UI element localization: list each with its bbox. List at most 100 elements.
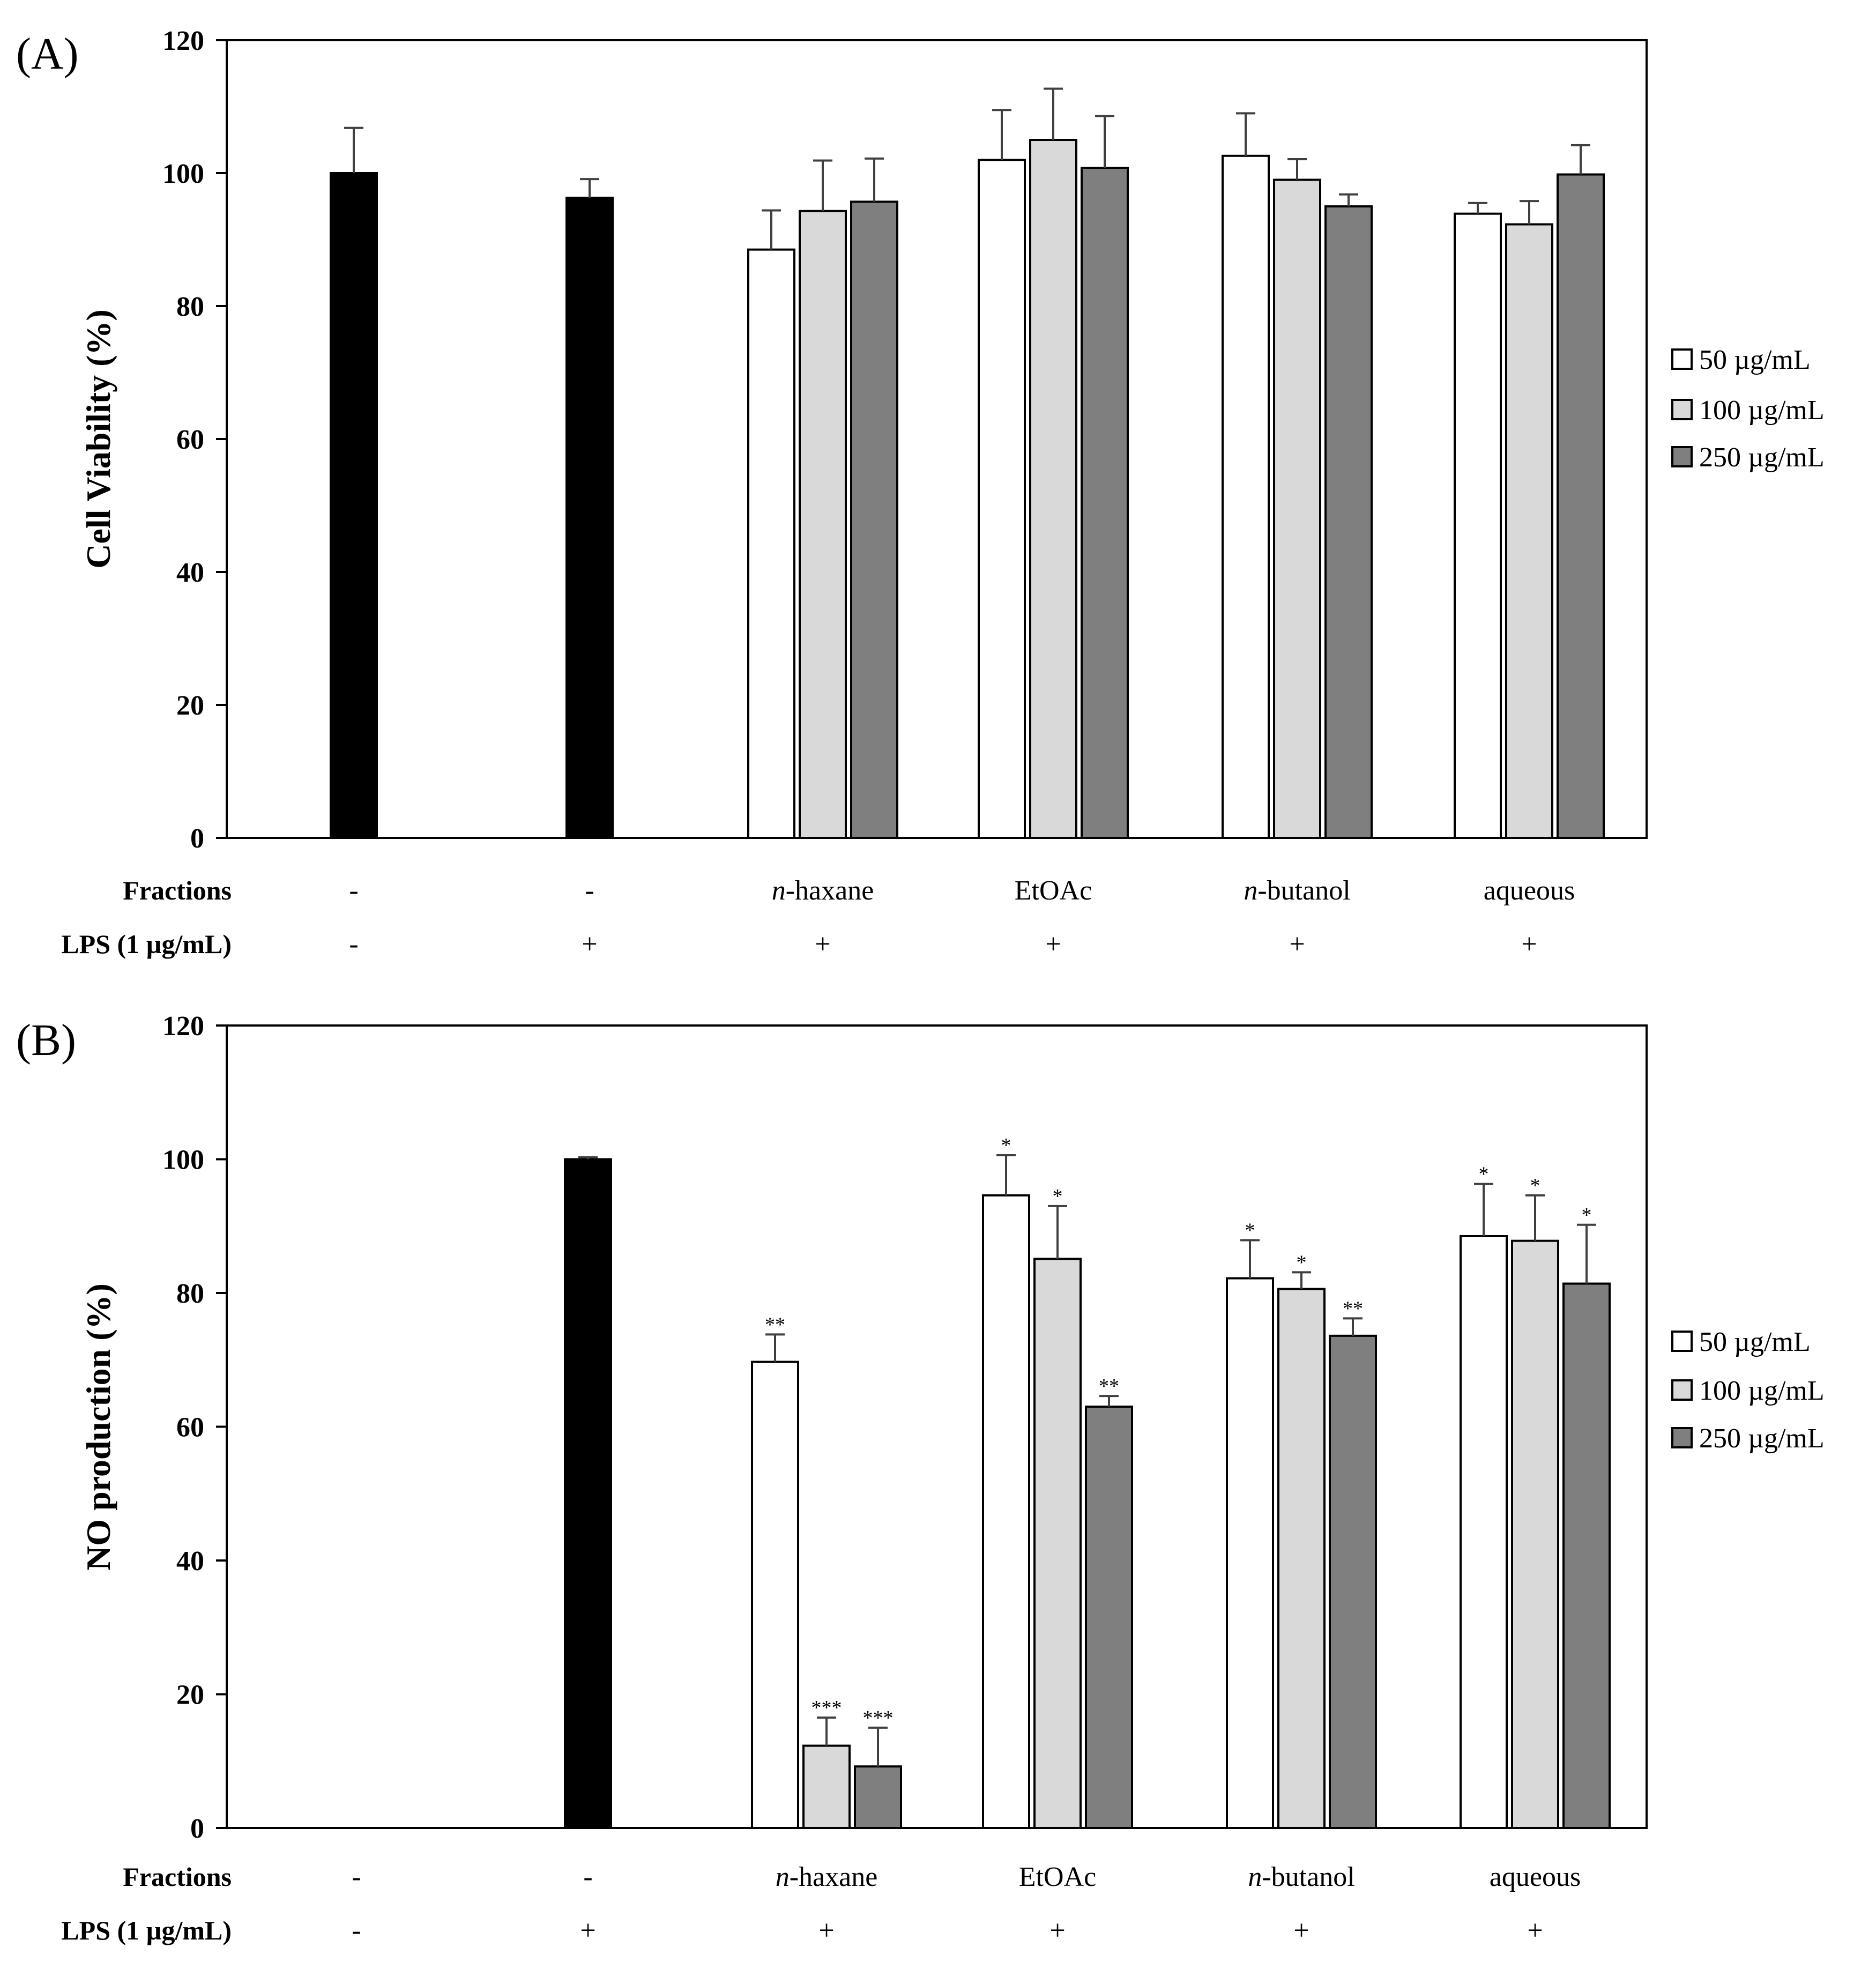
- lps-value-a-3: +: [815, 929, 830, 960]
- legend-swatch-b-250: [1671, 1427, 1693, 1448]
- bar-b-50-group-3: [1226, 1277, 1274, 1829]
- lps-value-a-4: +: [1045, 929, 1061, 960]
- panel-label-b: (B): [16, 1015, 76, 1065]
- bar-b-250-group-3: [1329, 1334, 1377, 1830]
- y-tick-label-b-60: 60: [176, 1413, 204, 1443]
- bar-b-50-group-2: [982, 1194, 1030, 1829]
- fraction-label-b-6: aqueous: [1490, 1862, 1581, 1892]
- fraction-label-a-1: -: [349, 875, 358, 906]
- panel-a-chart: 0 20 40 60 80 100 120 Cell Viability (%) (A) 50 µ…: [16, 26, 1825, 960]
- fraction-label-b-2: -: [583, 1862, 592, 1892]
- fraction-label-b-1: -: [352, 1862, 361, 1892]
- bar-b-50-group-3-significance: *: [1245, 1219, 1255, 1242]
- lps-value-b-4: +: [1049, 1915, 1065, 1946]
- y-tick-label-b-40: 40: [176, 1546, 204, 1577]
- bar-a-50-group-3: [1222, 154, 1270, 839]
- lps-value-a-2: +: [582, 929, 597, 960]
- fraction-label-a-4: EtOAc: [1015, 875, 1092, 906]
- bar-b-100-group-1: [802, 1744, 851, 1830]
- lps-value-b-1: -: [352, 1915, 361, 1946]
- fraction-label-b-5: n-butanol: [1248, 1862, 1354, 1892]
- bar-b-50-group-4-significance: *: [1479, 1163, 1489, 1186]
- bar-b-50-group-2-significance: *: [1001, 1134, 1011, 1157]
- bar-b-250-group-4-significance: *: [1582, 1204, 1592, 1227]
- fraction-label-b-4: EtOAc: [1019, 1862, 1096, 1892]
- y-tick-label-a-20: 20: [176, 690, 204, 721]
- y-tick-label-a-100: 100: [162, 159, 204, 189]
- bar-a-100-group-3: [1273, 179, 1321, 839]
- fraction-label-b-3: n-haxane: [776, 1862, 878, 1892]
- fraction-label-a-2: -: [585, 875, 594, 906]
- bar-b-250-group-2-significance: **: [1099, 1375, 1119, 1398]
- bar-b-100-group-2: [1033, 1258, 1082, 1829]
- fraction-label-a-6: aqueous: [1484, 875, 1575, 906]
- lps-value-b-6: +: [1527, 1915, 1543, 1946]
- bar-a-50-group-4: [1454, 212, 1502, 839]
- bar-b-250-group-4: [1562, 1282, 1611, 1829]
- bar-b-50-group-1: [751, 1361, 799, 1829]
- bar-a-100-group-1: [799, 210, 847, 839]
- bar-a-250-group-4: [1557, 173, 1605, 839]
- lps-value-b-2: +: [580, 1915, 595, 1946]
- bar-b-250-group-1: [854, 1765, 902, 1829]
- bar-b-250-group-2: [1085, 1406, 1133, 1829]
- legend-swatch-b-100: [1671, 1379, 1693, 1401]
- legend-label-b-50: 50 µg/mL: [1699, 1327, 1811, 1357]
- bar-a-100-group-2: [1029, 139, 1077, 839]
- bar-a-250-group-2: [1081, 167, 1129, 839]
- y-tick-label-b-120: 120: [162, 1011, 204, 1042]
- y-tick-label-b-0: 0: [190, 1814, 204, 1844]
- y-tick-label-b-80: 80: [176, 1279, 204, 1309]
- y-tick-label-a-0: 0: [190, 823, 204, 854]
- panel-label-a: (A): [16, 29, 79, 79]
- bar-b-50-group-4: [1460, 1235, 1508, 1829]
- plot-frame-b: [226, 1024, 1648, 1829]
- row-header-fractions-a: Fractions: [123, 875, 232, 905]
- legend-swatch-b-50: [1671, 1331, 1693, 1352]
- legend-label-b-250: 250 µg/mL: [1699, 1423, 1825, 1454]
- bar-b-100-group-3-significance: *: [1297, 1251, 1307, 1274]
- lps-value-b-5: +: [1293, 1915, 1309, 1946]
- bar-b-250-group-3-significance: **: [1343, 1297, 1363, 1320]
- bar-b-100-group-2-significance: *: [1053, 1185, 1063, 1208]
- legend-label-a-250: 250 µg/mL: [1699, 442, 1825, 473]
- y-tick-label-a-40: 40: [176, 558, 204, 588]
- legend-swatch-a-50: [1671, 348, 1693, 370]
- y-axis-label-b: NO production (%): [79, 1283, 117, 1571]
- row-header-fractions-b: Fractions: [123, 1862, 232, 1892]
- bar-b-100-group-4: [1511, 1239, 1559, 1830]
- bar-a-250-group-1: [850, 200, 898, 839]
- y-tick-label-b-20: 20: [176, 1680, 204, 1711]
- bar-b-100-group-1-significance: ***: [812, 1697, 842, 1719]
- lps-value-a-5: +: [1289, 929, 1305, 960]
- bar-b-100-group-4-significance: *: [1530, 1175, 1540, 1197]
- bar-a-control-2: [565, 196, 614, 839]
- fraction-label-a-3: n-haxane: [772, 875, 874, 906]
- bar-a-100-group-4: [1505, 223, 1553, 839]
- legend-swatch-a-100: [1671, 399, 1693, 420]
- fraction-label-a-5: n-butanol: [1244, 875, 1350, 906]
- legend-label-b-100: 100 µg/mL: [1699, 1376, 1825, 1406]
- lps-value-b-3: +: [818, 1915, 834, 1946]
- y-tick-label-a-60: 60: [176, 425, 204, 455]
- row-header-lps-a: LPS (1 µg/mL): [61, 929, 232, 959]
- bar-b-control-2: [564, 1158, 612, 1829]
- lps-value-a-1: -: [349, 929, 358, 960]
- legend-label-a-50: 50 µg/mL: [1699, 345, 1811, 375]
- row-header-lps-b: LPS (1 µg/mL): [61, 1915, 232, 1945]
- y-tick-label-a-120: 120: [162, 26, 204, 56]
- y-axis-label-a: Cell Viability (%): [79, 309, 117, 569]
- y-tick-label-b-100: 100: [162, 1145, 204, 1176]
- legend-label-a-100: 100 µg/mL: [1699, 395, 1825, 426]
- y-tick-label-a-80: 80: [176, 292, 204, 322]
- lps-value-a-6: +: [1521, 929, 1537, 960]
- plot-frame-a: [226, 39, 1648, 839]
- bar-b-250-group-1-significance: ***: [863, 1707, 894, 1729]
- bar-a-250-group-3: [1324, 205, 1373, 839]
- bar-a-50-group-2: [978, 159, 1026, 839]
- bar-b-100-group-3: [1277, 1288, 1326, 1829]
- bar-a-50-group-1: [747, 248, 795, 839]
- bar-b-50-group-1-significance: **: [765, 1313, 785, 1336]
